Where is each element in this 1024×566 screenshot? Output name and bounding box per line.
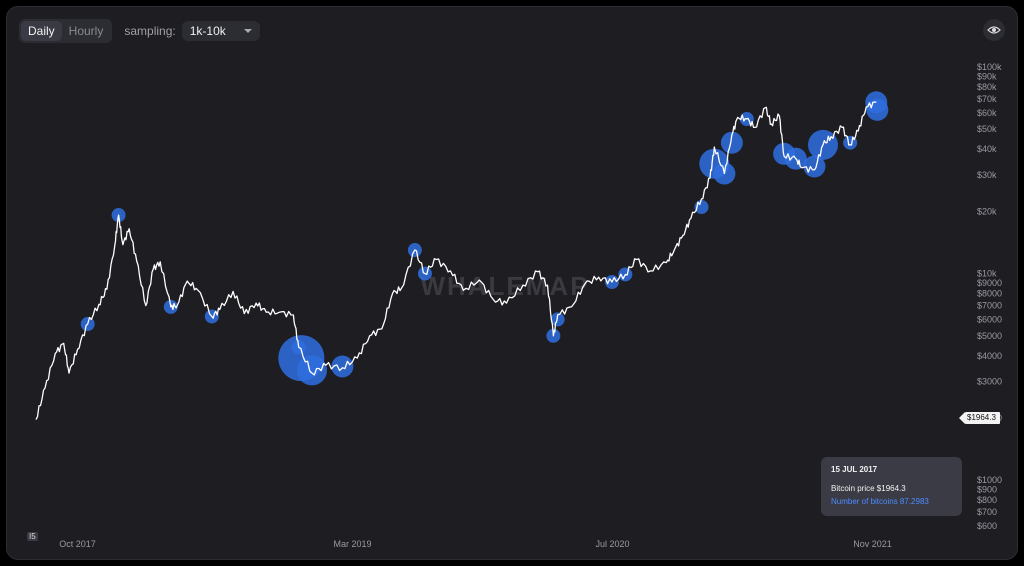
y-tick-label: $6000 <box>977 314 1002 324</box>
y-tick-label: $4000 <box>977 351 1002 361</box>
current-price-tag: $1964.3 <box>959 412 1000 424</box>
x-tick-label: Mar 2019 <box>333 539 371 549</box>
chart-controls: Daily Hourly sampling: 1k-10k <box>19 19 260 43</box>
tooltip-count: Number of bitcoins 87.2983 <box>831 497 929 506</box>
y-tick-label: $9000 <box>977 278 1002 288</box>
y-tick-label: $3000 <box>977 377 1002 387</box>
y-tick-label: $800 <box>977 495 997 505</box>
y-tick-label: $50k <box>977 124 997 134</box>
whale-bubble[interactable] <box>720 131 743 154</box>
x-axis: Oct 2017 Mar 2019 Jul 2020 Nov 2021 <box>59 539 892 549</box>
timeframe-toggle: Daily Hourly <box>19 19 113 43</box>
y-tick-label: $600 <box>977 521 997 531</box>
y-tick-label: $5000 <box>977 331 1002 341</box>
whale-bubble[interactable] <box>331 355 354 378</box>
y-tick-label: $60k <box>977 108 997 118</box>
y-tick-label: $90k <box>977 71 997 81</box>
tooltip-price: Bitcoin price $1964.3 <box>831 484 906 493</box>
y-tick-label: $700 <box>977 507 997 517</box>
y-tick-label: $1000 <box>977 475 1002 485</box>
hourly-button[interactable]: Hourly <box>68 24 104 38</box>
y-tick-label: $900 <box>977 485 997 495</box>
y-tick-label: $7000 <box>977 301 1002 311</box>
x-tick-label: Oct 2017 <box>59 539 96 549</box>
y-tick-label: $30k <box>977 170 997 180</box>
sampling-select[interactable]: 1k-10k <box>181 21 260 41</box>
y-tick-label: $100k <box>977 62 1002 72</box>
sampling-value: 1k-10k <box>189 24 226 38</box>
y-tick-label: $80k <box>977 82 997 92</box>
chevron-down-icon <box>243 29 252 33</box>
tooltip-date: 15 JUL 2017 <box>831 465 878 474</box>
tooltip: 15 JUL 2017 Bitcoin price $1964.3 Number… <box>821 457 962 516</box>
x-tick-label: Nov 2021 <box>853 539 892 549</box>
chart-panel: Daily Hourly sampling: 1k-10k <box>6 6 1018 560</box>
whale-bubble[interactable] <box>297 355 328 386</box>
sampling-label: sampling: <box>124 24 176 38</box>
x-tick-label: Jul 2020 <box>596 539 630 549</box>
y-tick-label: $8000 <box>977 289 1002 299</box>
y-tick-label: $20k <box>977 206 997 216</box>
y-tick-label: $10k <box>977 269 997 279</box>
y-axis: $100k$90k$80k $70k $60k $50k $40k $30k $20k $10… <box>977 62 1002 531</box>
watermark: WHALEMAP <box>420 271 589 301</box>
price-line <box>35 101 877 420</box>
daily-button[interactable]: Daily <box>21 21 62 41</box>
y-tick-label: $70k <box>977 94 997 104</box>
range-marker: I5 <box>27 532 38 541</box>
whale-bubbles <box>80 91 889 386</box>
visibility-toggle-button[interactable] <box>983 19 1005 41</box>
y-tick-label: $40k <box>977 144 997 154</box>
eye-icon <box>987 26 1001 34</box>
